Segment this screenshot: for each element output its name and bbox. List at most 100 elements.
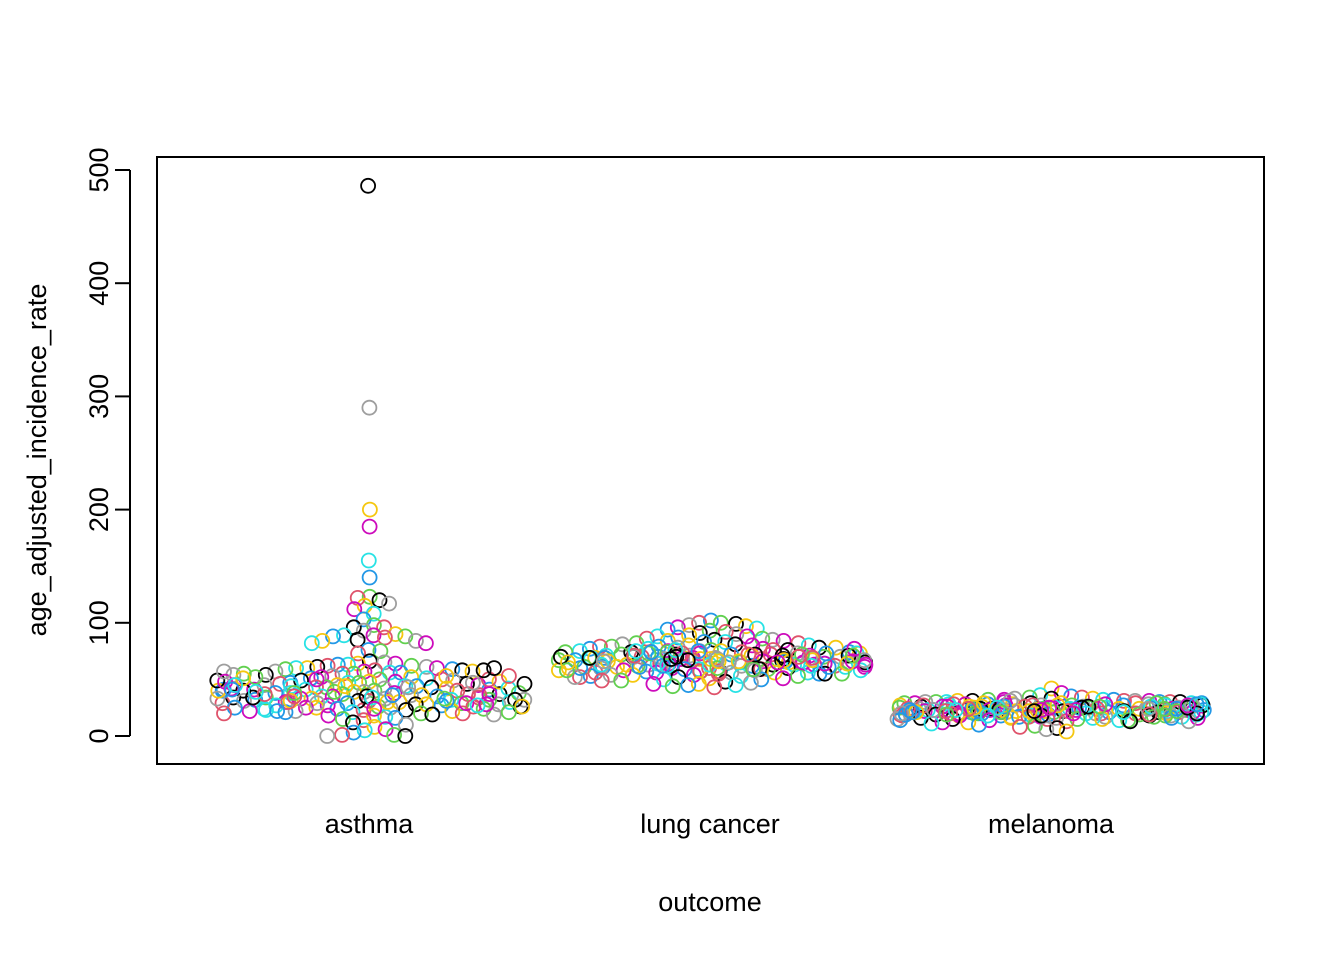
y-axis-title: age_adjusted_incidence_rate (22, 284, 52, 637)
data-point (377, 721, 394, 738)
data-point (745, 661, 761, 678)
data-point (560, 654, 576, 671)
data-point (794, 646, 810, 663)
data-point (418, 670, 435, 687)
data-point (680, 677, 697, 693)
data-point (1140, 700, 1157, 717)
data-point (738, 618, 754, 635)
y-tick-label: 300 (84, 374, 114, 419)
data-point (454, 662, 471, 679)
data-point (356, 722, 373, 739)
data-point (645, 676, 662, 692)
y-tick-label: 400 (84, 261, 114, 306)
data-point (247, 684, 264, 700)
data-point (319, 697, 336, 714)
data-point (572, 669, 588, 685)
x-tick-label: melanoma (988, 809, 1115, 839)
data-point (360, 177, 377, 194)
data-point (387, 626, 404, 642)
data-point (361, 569, 378, 586)
data-point (365, 627, 382, 644)
data-point (433, 671, 450, 688)
data-point (857, 656, 874, 673)
data-point (453, 695, 470, 712)
data-point (478, 696, 495, 713)
data-point (1141, 706, 1158, 723)
data-point (361, 588, 378, 605)
data-point (454, 705, 471, 722)
data-point (1111, 712, 1128, 729)
data-point (486, 660, 503, 676)
data-point (516, 676, 533, 692)
data-point (845, 647, 861, 664)
data-point (747, 646, 763, 663)
data-point (1043, 680, 1060, 697)
y-tick-label: 100 (84, 600, 114, 645)
data-point (739, 628, 755, 645)
y-tick-label: 500 (84, 147, 114, 192)
data-point (979, 707, 996, 724)
data-point (392, 664, 409, 681)
data-point (308, 671, 325, 688)
data-point (490, 696, 507, 713)
data-point (361, 399, 378, 416)
data-point (893, 705, 910, 722)
data-point (366, 707, 382, 724)
data-point (709, 651, 726, 667)
data-point (1049, 720, 1065, 736)
data-point (481, 686, 498, 702)
data-point (319, 728, 336, 744)
data-point (438, 668, 455, 684)
data-point (372, 643, 389, 659)
data-point (400, 679, 417, 696)
y-axis: 0 100 200 300 400 500 (84, 147, 131, 744)
data-point (727, 677, 744, 693)
data-point (387, 655, 404, 672)
data-point (818, 645, 835, 662)
data-points (209, 177, 1212, 744)
data-point (256, 686, 273, 702)
data-point (904, 704, 921, 721)
data-point (740, 646, 757, 663)
data-point (638, 630, 655, 647)
data-point (485, 706, 502, 723)
data-point (371, 592, 388, 609)
data-point (717, 634, 734, 650)
data-point (710, 653, 727, 670)
data-point (407, 633, 424, 649)
data-point (966, 699, 982, 716)
data-point (790, 668, 806, 684)
data-point (892, 712, 909, 729)
data-point (679, 652, 696, 669)
data-point (559, 662, 575, 679)
data-point (216, 705, 232, 722)
data-point (690, 643, 707, 659)
data-point (384, 687, 401, 704)
data-point (691, 614, 707, 631)
data-point (712, 614, 729, 631)
data-point (269, 703, 286, 719)
x-tick-label: asthma (325, 809, 415, 839)
x-axis: asthma lung cancer melanoma (325, 809, 1115, 839)
data-point (613, 672, 630, 689)
data-point (469, 697, 486, 714)
data-point (346, 601, 363, 618)
data-point (664, 678, 681, 695)
data-point (381, 595, 398, 612)
data-point (1189, 705, 1205, 722)
data-point (417, 635, 434, 652)
y-tick-label: 200 (84, 487, 114, 532)
data-point (360, 642, 377, 658)
data-point (753, 671, 770, 688)
data-point (971, 716, 987, 733)
data-point (643, 644, 660, 661)
data-point (839, 655, 856, 672)
data-point (1002, 693, 1019, 709)
data-point (397, 728, 414, 744)
data-point (852, 662, 869, 679)
data-point (377, 708, 394, 725)
data-point (299, 660, 316, 676)
data-point (325, 628, 341, 645)
